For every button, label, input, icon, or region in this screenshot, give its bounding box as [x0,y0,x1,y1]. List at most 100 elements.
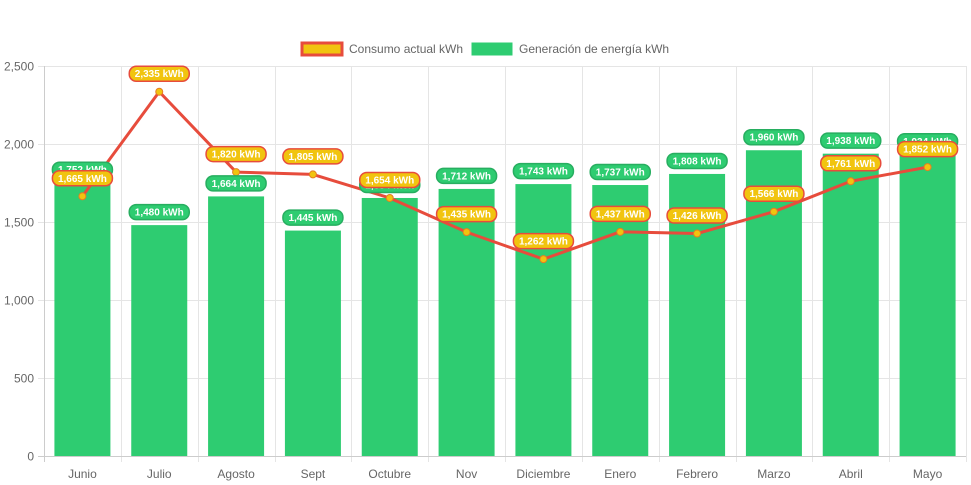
y-tick-label: 1,000 [4,294,34,308]
line-point[interactable] [385,193,394,202]
x-tick-label: Abril [839,467,863,481]
line-data-label: 1,426 kWh [666,207,728,224]
line-point[interactable] [923,163,932,172]
line-point[interactable] [846,177,855,186]
bar-data-label: 1,743 kWh [512,162,575,180]
line-data-label-text: 1,665 kWh [58,174,107,185]
bar-data-label-bg [820,132,882,149]
line-data-label-bg [896,140,959,158]
bar-data-label-text: 1,712 kWh [442,171,491,182]
x-tick-label: Julio [147,467,172,481]
line-point[interactable] [155,87,164,96]
x-tick-label: Nov [456,467,477,481]
line-data-label-text: 1,654 kWh [365,175,414,186]
line-data-label-text: 1,262 kWh [519,237,568,248]
x-tick-label: Febrero [676,467,718,481]
bar-data-label-bg [589,163,651,181]
line-data-label-bg [743,185,805,202]
line-data-label: 1,435 kWh [435,205,498,223]
line-data-label: 1,566 kWh [743,185,805,202]
bar-data-label: 1,480 kWh [128,203,190,221]
line-data-label-bg [435,205,498,223]
line-point[interactable] [693,229,702,238]
legend-label-generacion: Generación de energía kWh [519,42,669,56]
x-tick-label: Marzo [757,467,791,481]
line-data-label-text: 1,437 kWh [596,209,645,220]
line-data-label-bg [512,232,575,250]
line-data-label-bg [205,145,267,163]
line-data-label-text: 1,761 kWh [826,159,875,170]
line-point[interactable] [539,255,548,264]
line-data-label-text: 1,566 kWh [749,189,798,200]
line-data-label-bg [359,171,421,189]
line-data-label: 1,805 kWh [282,148,344,165]
line-data-label-text: 2,335 kWh [135,69,184,80]
bar-data-label: 1,960 kWh [743,128,805,146]
line-point[interactable] [462,228,471,237]
bar[interactable] [284,230,341,456]
grid [38,66,967,462]
line-data-label-bg [128,65,190,82]
line-data-labels: 1,665 kWh 2,335 kWh 1,820 kWh 1,805 kWh 1,65… [51,65,959,250]
x-tick-label: Sept [301,467,326,481]
bar[interactable] [361,197,418,456]
legend-swatch-generacion [471,42,513,56]
y-tick-label: 2,000 [4,138,34,152]
bar-data-label-bg [666,152,728,170]
line-data-label: 1,262 kWh [512,232,575,250]
bar-data-label-text: 1,445 kWh [288,213,337,224]
line-point[interactable] [308,170,317,179]
legend-swatch-consumo [300,41,344,57]
x-tick-label: Mayo [913,467,943,481]
line-point[interactable] [769,207,778,216]
bar-data-label-text: 1,938 kWh [826,136,875,147]
bar[interactable] [208,196,265,456]
x-tick-label: Octubre [368,467,411,481]
line-consumo [78,87,932,264]
legend-item-generacion[interactable]: Generación de energía kWh [471,42,669,56]
x-tick-label: Diciembre [516,467,570,481]
line-data-label: 1,852 kWh [896,140,959,158]
line-data-label-bg [820,155,882,172]
line-data-label-bg [282,148,344,165]
legend: Consumo actual kWh Generación de energía… [300,41,669,57]
bar[interactable] [822,153,879,456]
line-data-label-text: 1,805 kWh [288,152,337,163]
y-tick-label: 1,500 [4,216,34,230]
x-axis: Junio Julio Agosto Sept Octubre Nov Diciembre E… [38,456,966,481]
bar-data-label-bg [435,167,498,185]
bar-data-label: 1,737 kWh [589,163,651,181]
line-point[interactable] [616,227,625,236]
bar[interactable] [515,184,572,457]
line-point[interactable] [78,192,87,201]
bar-data-label-bg [282,209,344,226]
bar-data-label-text: 1,960 kWh [749,133,798,144]
bar-data-label-bg [743,128,805,146]
y-tick-label: 500 [14,372,34,386]
bar-data-label: 1,664 kWh [205,175,267,192]
legend-item-consumo[interactable]: Consumo actual kWh [300,41,463,57]
line-data-label: 1,437 kWh [589,205,651,223]
line-data-label: 1,761 kWh [820,155,882,172]
bar[interactable] [54,182,111,457]
bar-data-label-bg [512,162,575,180]
line-data-label-text: 1,426 kWh [673,211,722,222]
line-data-label: 1,665 kWh [51,170,114,187]
y-tick-label: 0 [27,450,34,464]
bar-data-label-bg [205,175,267,192]
y-axis: 0 500 1,000 1,500 2,000 2,500 [4,60,45,464]
line-point[interactable] [232,168,241,177]
bar-data-label: 1,938 kWh [820,132,882,149]
bar[interactable] [592,185,649,456]
bar[interactable] [131,225,188,456]
x-tick-label: Enero [604,467,636,481]
line-data-label-bg [589,205,651,223]
line-data-label-bg [666,207,728,224]
bars-generacion [54,150,956,457]
bar-data-label: 1,808 kWh [666,152,728,170]
line-data-label-bg [51,170,114,187]
line-data-label-text: 1,820 kWh [212,150,261,161]
bar-data-label-text: 1,737 kWh [596,168,645,179]
bar[interactable] [899,154,956,456]
